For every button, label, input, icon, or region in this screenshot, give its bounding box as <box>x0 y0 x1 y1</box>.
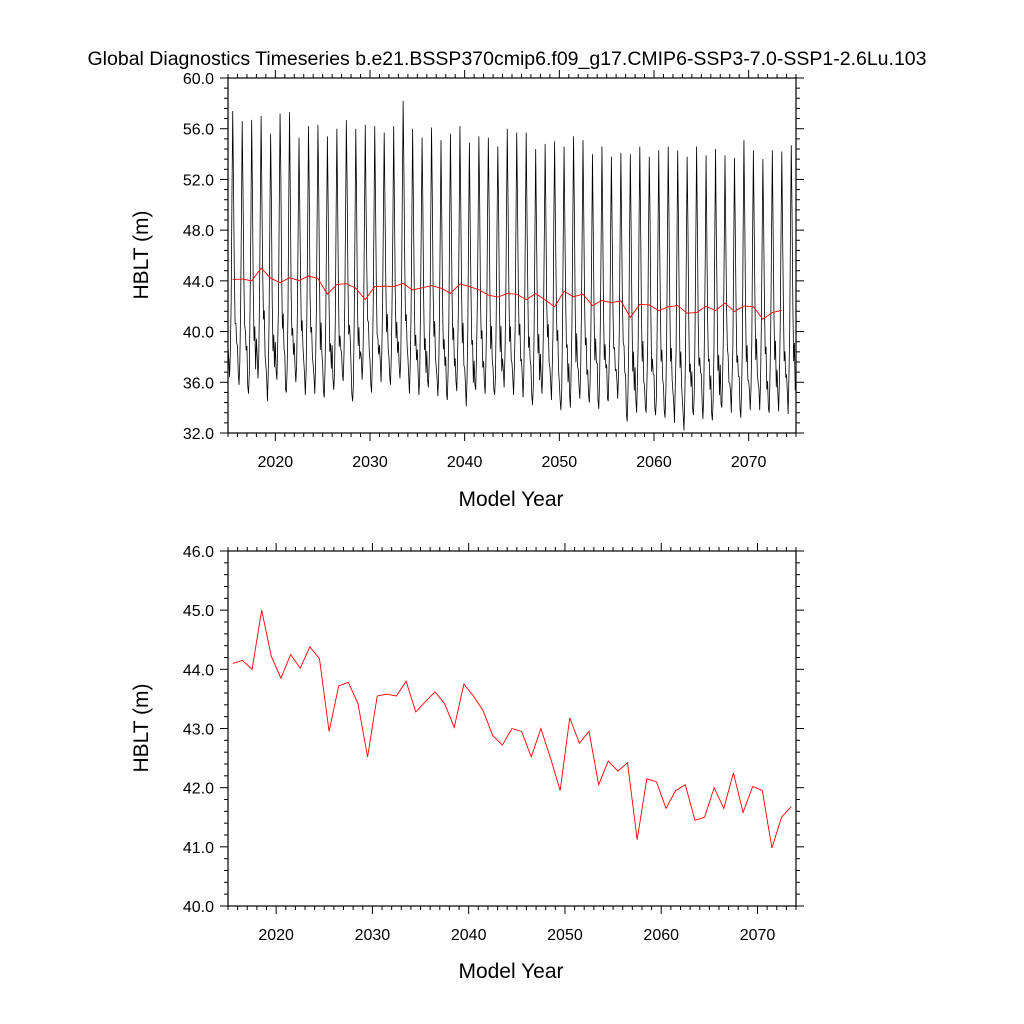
top-panel-annual-series-line <box>232 267 782 320</box>
bottom-panel-x-tick-label: 2030 <box>355 927 391 944</box>
bottom-panel-x-tick-label: 2040 <box>451 927 487 944</box>
bottom-panel-xlabel: Model Year <box>458 960 563 983</box>
top-panel-ylabel: HBLT (m) <box>130 210 153 299</box>
bottom-panel-x-tick-label: 2050 <box>547 927 583 944</box>
top-panel-x-tick-label: 2050 <box>542 454 578 471</box>
bottom-panel-y-tick-label: 45.0 <box>183 603 214 620</box>
top-panel-y-tick-label: 60.0 <box>183 71 214 88</box>
top-panel-y-tick-label: 36.0 <box>183 375 214 392</box>
top-panel-y-tick-label: 52.0 <box>183 172 214 189</box>
top-panel: 2020 2030 2040 2050 2060 2070 32.0 36.0 40.0 44.0… <box>130 70 804 511</box>
top-panel-xlabel: Model Year <box>458 488 563 511</box>
top-panel-x-tick-label: 2060 <box>636 454 672 471</box>
bottom-panel-y-tick-label: 40.0 <box>183 899 214 916</box>
bottom-panel: 2020 2030 2040 2050 2060 2070 40.0 41.0 42.0 43.0… <box>130 543 804 983</box>
bottom-panel-annual-series-line <box>232 610 792 849</box>
top-panel-y-tick-label: 56.0 <box>183 122 214 139</box>
top-panel-y-tick-label: 40.0 <box>183 325 214 342</box>
bottom-panel-y-tick-label: 43.0 <box>183 722 214 739</box>
top-panel-monthly-series-line <box>227 100 796 431</box>
bottom-panel-y-tick-label: 42.0 <box>183 781 214 798</box>
top-panel-x-tick-label: 2030 <box>352 454 388 471</box>
bottom-panel-y-tick-label: 44.0 <box>183 662 214 679</box>
chart-title: Global Diagnostics Timeseries b.e21.BSSP… <box>88 48 927 70</box>
top-panel-x-tick-label: 2040 <box>447 454 483 471</box>
bottom-panel-y-tick-label: 46.0 <box>183 544 214 561</box>
top-panel-x-tick-label: 2020 <box>258 454 294 471</box>
bottom-panel-x-tick-label: 2060 <box>643 927 679 944</box>
bottom-panel-x-tick-label: 2020 <box>258 927 294 944</box>
bottom-panel-x-tick-label: 2070 <box>740 927 776 944</box>
bottom-panel-plot-area: 2020 2030 2040 2050 2060 2070 40.0 41.0 42.0 43.0… <box>183 543 804 944</box>
top-panel-y-tick-label: 32.0 <box>183 426 214 443</box>
bottom-panel-y-tick-label: 41.0 <box>183 840 214 857</box>
top-panel-y-tick-label: 48.0 <box>183 223 214 240</box>
bottom-panel-ylabel: HBLT (m) <box>130 683 153 772</box>
top-panel-plot-area: 2020 2030 2040 2050 2060 2070 32.0 36.0 40.0 44.0… <box>183 70 804 471</box>
top-panel-y-tick-label: 44.0 <box>183 274 214 291</box>
top-panel-x-tick-label: 2070 <box>731 454 767 471</box>
